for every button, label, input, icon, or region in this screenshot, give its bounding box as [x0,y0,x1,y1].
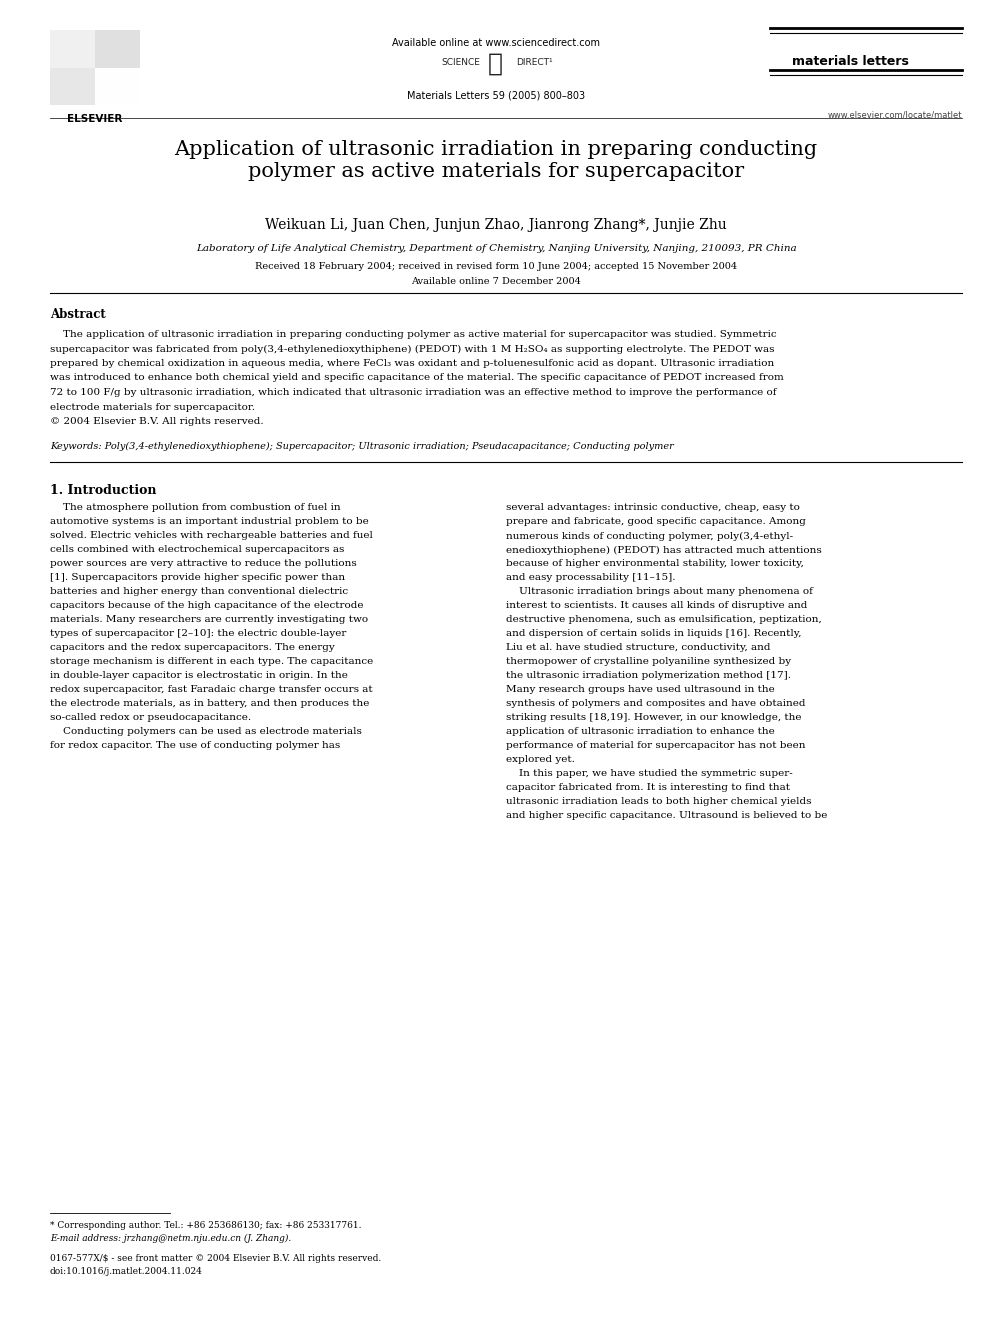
Text: synthesis of polymers and composites and have obtained: synthesis of polymers and composites and… [506,700,806,709]
Text: www.elsevier.com/locate/matlet: www.elsevier.com/locate/matlet [827,110,962,119]
Text: 72 to 100 F/g by ultrasonic irradiation, which indicated that ultrasonic irradia: 72 to 100 F/g by ultrasonic irradiation,… [50,388,777,397]
Text: ⓐ: ⓐ [488,52,503,75]
Text: automotive systems is an important industrial problem to be: automotive systems is an important indus… [50,517,369,527]
Text: several advantages: intrinsic conductive, cheap, easy to: several advantages: intrinsic conductive… [506,504,800,512]
Text: application of ultrasonic irradiation to enhance the: application of ultrasonic irradiation to… [506,728,775,737]
Text: solved. Electric vehicles with rechargeable batteries and fuel: solved. Electric vehicles with rechargea… [50,532,373,541]
Text: Ultrasonic irradiation brings about many phenomena of: Ultrasonic irradiation brings about many… [506,587,812,597]
Text: SCIENCE: SCIENCE [441,58,480,67]
Text: ELSEVIER: ELSEVIER [67,114,123,124]
Text: prepared by chemical oxidization in aqueous media, where FeCl₃ was oxidant and p: prepared by chemical oxidization in aque… [50,359,774,368]
Text: and easy processability [11–15].: and easy processability [11–15]. [506,573,676,582]
Text: Application of ultrasonic irradiation in preparing conducting
polymer as active : Application of ultrasonic irradiation in… [175,140,817,181]
Text: Conducting polymers can be used as electrode materials: Conducting polymers can be used as elect… [50,728,362,737]
Text: materials letters: materials letters [792,56,909,67]
Text: Available online at www.sciencedirect.com: Available online at www.sciencedirect.co… [392,38,600,48]
Text: Abstract: Abstract [50,308,106,321]
Text: 1. Introduction: 1. Introduction [50,483,157,496]
Text: © 2004 Elsevier B.V. All rights reserved.: © 2004 Elsevier B.V. All rights reserved… [50,417,264,426]
Text: DIRECT¹: DIRECT¹ [516,58,553,67]
Text: The atmosphere pollution from combustion of fuel in: The atmosphere pollution from combustion… [50,504,340,512]
Text: [1]. Supercapacitors provide higher specific power than: [1]. Supercapacitors provide higher spec… [50,573,345,582]
Text: ultrasonic irradiation leads to both higher chemical yields: ultrasonic irradiation leads to both hig… [506,798,811,807]
Text: thermopower of crystalline polyaniline synthesized by: thermopower of crystalline polyaniline s… [506,658,792,667]
Text: interest to scientists. It causes all kinds of disruptive and: interest to scientists. It causes all ki… [506,602,807,610]
Text: because of higher environmental stability, lower toxicity,: because of higher environmental stabilit… [506,560,804,569]
Text: cells combined with electrochemical supercapacitors as: cells combined with electrochemical supe… [50,545,344,554]
Text: capacitors because of the high capacitance of the electrode: capacitors because of the high capacitan… [50,602,363,610]
Text: the electrode materials, as in battery, and then produces the: the electrode materials, as in battery, … [50,700,369,709]
Text: The application of ultrasonic irradiation in preparing conducting polymer as act: The application of ultrasonic irradiatio… [50,329,777,339]
Text: Available online 7 December 2004: Available online 7 December 2004 [411,277,581,286]
Text: doi:10.1016/j.matlet.2004.11.024: doi:10.1016/j.matlet.2004.11.024 [50,1267,203,1275]
Text: explored yet.: explored yet. [506,755,575,765]
Text: batteries and higher energy than conventional dielectric: batteries and higher energy than convent… [50,587,348,597]
Text: supercapacitor was fabricated from poly(3,4-ethylenedioxythiphene) (PEDOT) with : supercapacitor was fabricated from poly(… [50,344,775,353]
Text: so-called redox or pseudocapacitance.: so-called redox or pseudocapacitance. [50,713,251,722]
Text: 0167-577X/$ - see front matter © 2004 Elsevier B.V. All rights reserved.: 0167-577X/$ - see front matter © 2004 El… [50,1254,381,1263]
Text: E-mail address: jrzhang@netm.nju.edu.cn (J. Zhang).: E-mail address: jrzhang@netm.nju.edu.cn … [50,1234,292,1244]
Text: enedioxythiophene) (PEDOT) has attracted much attentions: enedioxythiophene) (PEDOT) has attracted… [506,545,821,554]
Text: capacitor fabricated from. It is interesting to find that: capacitor fabricated from. It is interes… [506,783,790,792]
Text: materials. Many researchers are currently investigating two: materials. Many researchers are currentl… [50,615,368,624]
Text: for redox capacitor. The use of conducting polymer has: for redox capacitor. The use of conducti… [50,741,340,750]
Text: storage mechanism is different in each type. The capacitance: storage mechanism is different in each t… [50,658,373,667]
Text: was introduced to enhance both chemical yield and specific capacitance of the ma: was introduced to enhance both chemical … [50,373,784,382]
Text: striking results [18,19]. However, in our knowledge, the: striking results [18,19]. However, in ou… [506,713,802,722]
Text: prepare and fabricate, good specific capacitance. Among: prepare and fabricate, good specific cap… [506,517,806,527]
Text: and higher specific capacitance. Ultrasound is believed to be: and higher specific capacitance. Ultraso… [506,811,827,820]
Text: Laboratory of Life Analytical Chemistry, Department of Chemistry, Nanjing Univer: Laboratory of Life Analytical Chemistry,… [195,243,797,253]
Text: Materials Letters 59 (2005) 800–803: Materials Letters 59 (2005) 800–803 [407,90,585,101]
Text: Keywords: Poly(3,4-ethylenedioxythiophene); Supercapacitor; Ultrasonic irradiati: Keywords: Poly(3,4-ethylenedioxythiophen… [50,442,674,451]
Text: power sources are very attractive to reduce the pollutions: power sources are very attractive to red… [50,560,357,569]
Text: performance of material for supercapacitor has not been: performance of material for supercapacit… [506,741,806,750]
Text: In this paper, we have studied the symmetric super-: In this paper, we have studied the symme… [506,770,793,778]
Text: in double-layer capacitor is electrostatic in origin. In the: in double-layer capacitor is electrostat… [50,672,348,680]
Text: numerous kinds of conducting polymer, poly(3,4-ethyl-: numerous kinds of conducting polymer, po… [506,532,794,541]
Text: types of supercapacitor [2–10]: the electric double-layer: types of supercapacitor [2–10]: the elec… [50,630,346,639]
Text: Weikuan Li, Juan Chen, Junjun Zhao, Jianrong Zhang*, Junjie Zhu: Weikuan Li, Juan Chen, Junjun Zhao, Jian… [265,218,727,232]
Text: the ultrasonic irradiation polymerization method [17].: the ultrasonic irradiation polymerizatio… [506,672,791,680]
Text: destructive phenomena, such as emulsification, peptization,: destructive phenomena, such as emulsific… [506,615,821,624]
Text: electrode materials for supercapacitor.: electrode materials for supercapacitor. [50,402,255,411]
Text: Received 18 February 2004; received in revised form 10 June 2004; accepted 15 No: Received 18 February 2004; received in r… [255,262,737,271]
Text: and dispersion of certain solids in liquids [16]. Recently,: and dispersion of certain solids in liqu… [506,630,802,639]
Text: Liu et al. have studied structure, conductivity, and: Liu et al. have studied structure, condu… [506,643,771,652]
Text: redox supercapacitor, fast Faradaic charge transfer occurs at: redox supercapacitor, fast Faradaic char… [50,685,373,695]
Text: Many research groups have used ultrasound in the: Many research groups have used ultrasoun… [506,685,775,695]
Text: capacitors and the redox supercapacitors. The energy: capacitors and the redox supercapacitors… [50,643,334,652]
Text: * Corresponding author. Tel.: +86 253686130; fax: +86 253317761.: * Corresponding author. Tel.: +86 253686… [50,1221,361,1230]
